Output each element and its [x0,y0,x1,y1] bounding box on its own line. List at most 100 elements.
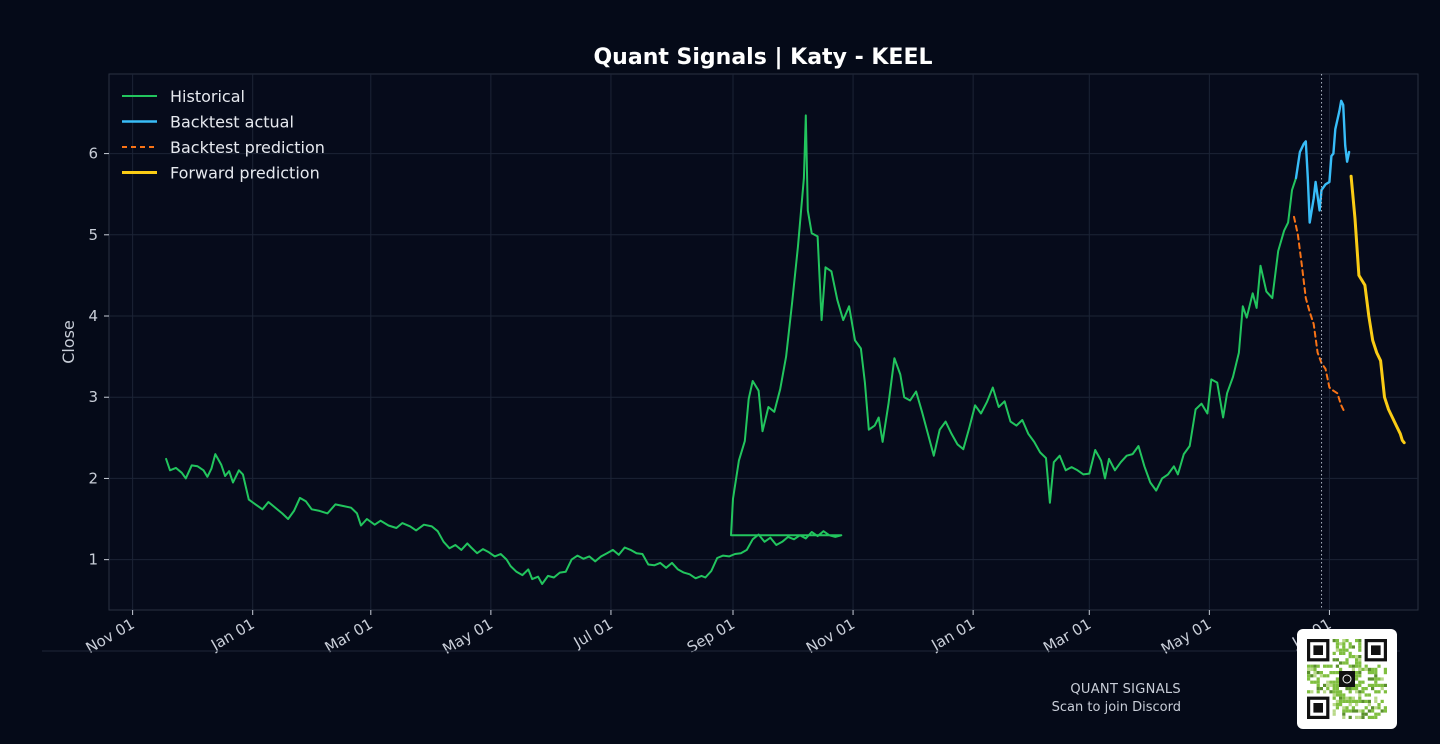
qr-module [1335,693,1339,697]
qr-module [1355,683,1359,687]
series-layer [165,99,1406,585]
qr-module [1351,655,1355,659]
qr-module [1329,680,1333,684]
qr-module [1345,648,1349,652]
qr-module [1307,671,1311,675]
qr-module [1358,648,1362,652]
qr-module [1383,683,1387,687]
qr-module [1380,683,1384,687]
qr-module [1329,671,1333,675]
y-tick-label: 4 [88,307,98,325]
qr-module [1339,699,1343,703]
x-tick-label: Mar 01 [1040,615,1094,657]
qr-module [1319,674,1323,678]
qr-module [1316,677,1320,681]
qr-module [1319,687,1323,691]
qr-module [1348,645,1352,649]
qr-module [1364,687,1368,691]
qr-module [1364,664,1368,668]
qr-module [1351,687,1355,691]
qr-module [1355,715,1359,719]
legend: Historical Backtest actual Backtest predic… [122,87,325,183]
qr-module [1348,642,1352,646]
series-line-historical [165,114,1297,585]
qr-module [1339,703,1343,707]
qr-module [1361,687,1365,691]
qr-module [1335,664,1339,668]
qr-module [1374,699,1378,703]
legend-label-historical: Historical [170,87,245,106]
series-line-backtest-prediction [1293,215,1347,415]
qr-module [1345,687,1349,691]
qr-module [1377,677,1381,681]
qr-module [1339,693,1343,697]
qr-module [1358,642,1362,646]
qr-module [1367,683,1371,687]
qr-module [1339,667,1343,671]
qr-module [1342,696,1346,700]
qr-module [1367,709,1371,713]
y-axis-label: Close [59,320,78,364]
qr-module [1307,667,1311,671]
qr-module [1361,715,1365,719]
x-tick-label: Jan 01 [928,615,979,655]
qr-module [1374,674,1378,678]
qr-module [1367,699,1371,703]
qr-module [1367,667,1371,671]
qr-module [1383,690,1387,694]
qr-module [1361,667,1365,671]
qr-module [1342,709,1346,713]
qr-module [1342,648,1346,652]
qr-module [1364,693,1368,697]
qr-module [1342,651,1346,655]
y-tick-label: 6 [88,145,98,163]
qr-finder [1371,645,1381,655]
qr-module [1345,699,1349,703]
qr-module [1351,664,1355,668]
qr-code-icon[interactable] [1297,629,1397,729]
qr-module [1358,655,1362,659]
qr-module [1313,667,1317,671]
qr-module [1355,677,1359,681]
grid-lines [109,74,1418,610]
qr-code-graphic [1307,639,1387,719]
qr-module [1345,661,1349,665]
qr-module [1374,696,1378,700]
qr-module [1345,658,1349,662]
qr-finder [1313,703,1323,713]
qr-module [1374,715,1378,719]
qr-module [1351,667,1355,671]
qr-module [1358,699,1362,703]
qr-module [1316,671,1320,675]
qr-module [1332,712,1336,716]
qr-module [1367,715,1371,719]
qr-module [1374,667,1378,671]
legend-label-backtest-actual: Backtest actual [170,113,294,132]
qr-module [1335,642,1339,646]
qr-module [1358,664,1362,668]
qr-module [1342,661,1346,665]
qr-module [1361,690,1365,694]
qr-module [1351,696,1355,700]
qr-module [1335,658,1339,662]
legend-label-backtest-prediction: Backtest prediction [170,138,325,157]
qr-module [1326,683,1330,687]
qr-module [1345,639,1349,643]
x-tick-label: Sep 01 [684,615,738,657]
qr-module [1323,690,1327,694]
y-tick-label: 5 [88,226,98,244]
qr-module [1342,642,1346,646]
qr-module [1371,671,1375,675]
qr-module [1335,677,1339,681]
qr-module [1355,661,1359,665]
qr-module [1358,683,1362,687]
qr-module [1339,690,1343,694]
qr-module [1339,642,1343,646]
qr-module [1310,680,1314,684]
qr-module [1355,709,1359,713]
chart-title: Quant Signals | Katy - KEEL [593,45,932,70]
qr-module [1374,680,1378,684]
qr-module [1367,671,1371,675]
qr-module [1377,712,1381,716]
qr-module [1358,715,1362,719]
